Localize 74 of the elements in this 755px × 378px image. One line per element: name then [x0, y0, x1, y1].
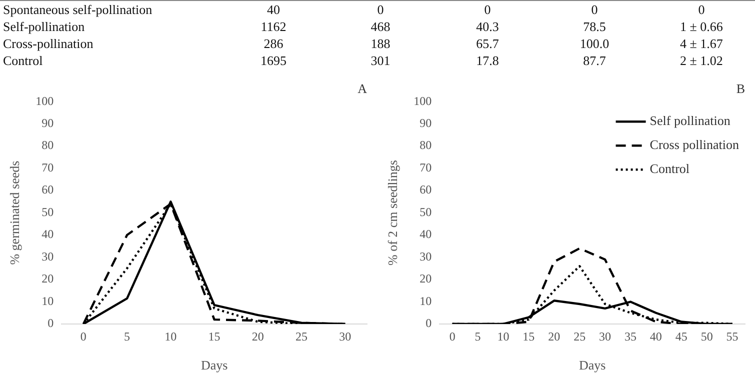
x-tick-label: 20: [252, 329, 264, 344]
x-tick-label: 50: [700, 329, 713, 344]
text: 87.7: [582, 52, 607, 69]
y-tick-label: 100: [414, 94, 432, 108]
text: 1695: [260, 52, 288, 69]
y-tick-label: 10: [420, 294, 432, 308]
y-tick-label: 10: [42, 294, 54, 308]
y-tick-label: 0: [426, 316, 432, 330]
y-tick-label: 90: [42, 116, 54, 130]
legend-label: Cross pollination: [650, 137, 740, 152]
x-tick-label: 30: [599, 329, 612, 344]
y-tick-label: 30: [42, 249, 54, 264]
x-tick-label: 55: [726, 329, 738, 344]
x-tick-label: 5: [124, 329, 130, 344]
x-tick-label: 15: [208, 329, 220, 344]
text: 0: [483, 1, 492, 18]
text: 4 ± 1.67: [679, 35, 724, 52]
y-axis-title: % of 2 cm seedlings: [385, 160, 400, 266]
text: 40.3: [475, 18, 500, 35]
y-tick-label: 90: [420, 116, 432, 130]
text: 188: [370, 35, 392, 52]
x-tick-label: 45: [675, 329, 688, 344]
text: 286: [262, 35, 284, 52]
x-tick-label: 40: [650, 329, 662, 344]
chart-title: A: [358, 81, 368, 96]
x-tick-label: 10: [164, 329, 177, 344]
text: 78.5: [582, 18, 607, 35]
x-tick-label: 35: [624, 329, 636, 344]
y-tick-label: 60: [420, 182, 432, 197]
y-tick-label: 60: [42, 182, 54, 197]
text: 100.0: [578, 35, 610, 52]
text: Control: [2, 52, 44, 69]
y-tick-label: 40: [420, 227, 432, 242]
y-tick-label: 20: [42, 272, 54, 286]
chart-title: B: [736, 81, 746, 96]
x-tick-label: 25: [574, 329, 586, 344]
x-axis-title: Days: [578, 358, 606, 373]
y-tick-label: 80: [420, 138, 432, 152]
legend-label: Control: [650, 161, 690, 176]
y-tick-label: 50: [42, 204, 54, 219]
x-tick-label: 10: [497, 329, 510, 344]
text: Spontaneous self-pollination: [2, 1, 154, 18]
y-axis-title: % germinated seeds: [7, 160, 22, 265]
y-tick-label: 80: [42, 138, 54, 152]
text: 17.8: [475, 52, 500, 69]
y-tick-label: 0: [48, 316, 54, 330]
text: 0: [590, 1, 599, 18]
x-tick-label: 25: [296, 329, 308, 344]
text: 65.7: [475, 35, 500, 52]
y-tick-label: 20: [420, 272, 432, 286]
x-axis-title: Days: [200, 358, 228, 373]
text: 0: [376, 1, 385, 18]
text: 2 ± 1.02: [679, 52, 724, 69]
y-tick-label: 30: [420, 249, 432, 264]
y-tick-label: 100: [36, 94, 54, 108]
text: Self-pollination: [2, 18, 86, 35]
y-tick-label: 50: [420, 204, 432, 219]
x-tick-label: 20: [548, 329, 560, 344]
y-tick-label: 40: [42, 227, 54, 242]
x-tick-label: 0: [80, 329, 86, 344]
x-tick-label: 30: [339, 329, 352, 344]
x-tick-label: 15: [522, 329, 535, 344]
text: Cross-pollination: [2, 35, 94, 52]
text: 1162: [260, 18, 288, 35]
text: 1 ± 0.66: [679, 18, 724, 35]
text: 0: [697, 1, 706, 18]
text: 40: [266, 1, 281, 18]
y-tick-label: 70: [420, 160, 432, 174]
text: 301: [370, 52, 392, 69]
x-tick-label: 0: [449, 329, 456, 344]
y-tick-label: 70: [42, 160, 54, 174]
x-tick-label: 5: [474, 329, 481, 344]
text: 468: [370, 18, 392, 35]
legend-label: Self pollination: [650, 113, 731, 128]
